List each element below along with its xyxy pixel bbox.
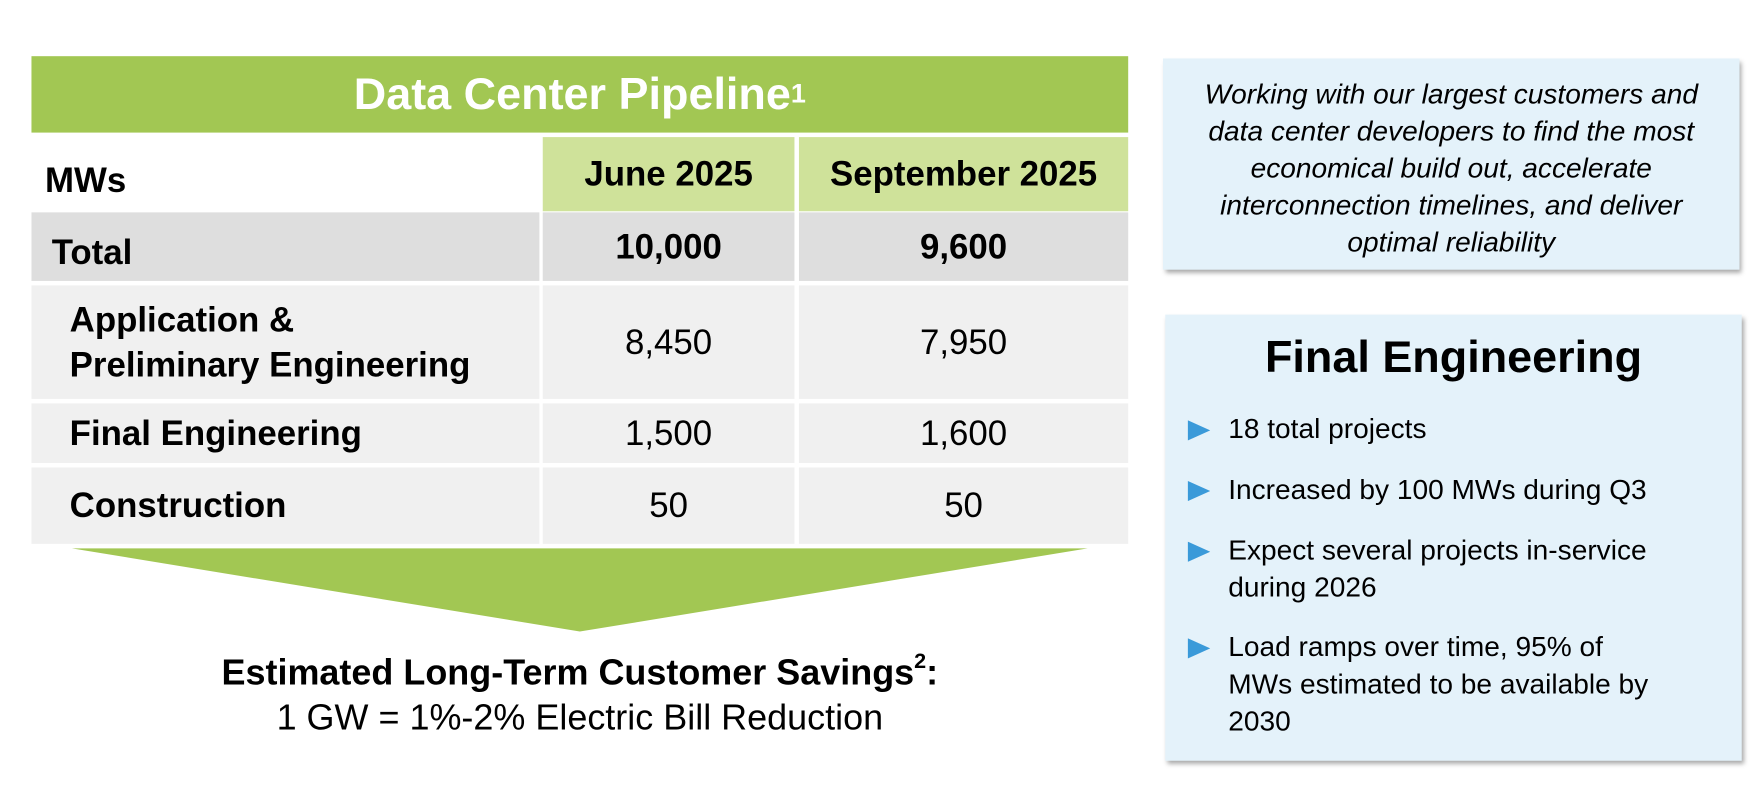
table-title-bar: Data Center Pipeline 1: [31, 56, 1129, 133]
savings: Estimated Long-Term Customer Savings2: 1…: [112, 649, 1047, 739]
box-title: Final Engineering: [1264, 332, 1643, 383]
funnel-arrow: [71, 548, 1088, 632]
savings-text: 1 GW = 1%-2% Electric Bill Reduction: [276, 696, 884, 738]
row-label-line: Construction: [69, 485, 287, 525]
row-label-line: Application &: [69, 299, 295, 339]
bullet-icon: [1187, 638, 1211, 659]
bullet-item: Load ramps over time, 95% of MWs estimat…: [1187, 629, 1660, 740]
footnote-marker: 2: [914, 650, 927, 674]
cell-value: 10,000: [542, 212, 795, 281]
savings-title-suffix: :: [926, 651, 939, 693]
header-cell: MWs: [44, 160, 127, 201]
bullet-text: Expect several projects in-service durin…: [1228, 534, 1647, 604]
row-label-line: Total: [51, 232, 133, 272]
bullet-icon: [1187, 420, 1211, 441]
bullet-item: Expect several projects in-service durin…: [1187, 533, 1660, 607]
bullet-text: 18 total projects: [1228, 413, 1427, 445]
savings-title: Estimated Long-Term Customer Savings2:: [112, 649, 1047, 694]
cell-value: 50: [798, 467, 1129, 544]
cell-value: 7,950: [798, 285, 1129, 399]
bullet-text: Load ramps over time, 95% of MWs estimat…: [1228, 631, 1649, 738]
header-cell: September 2025: [798, 137, 1129, 212]
cell-value: 1,600: [798, 403, 1129, 463]
header-cell: June 2025: [542, 137, 795, 212]
row-label: Construction: [31, 467, 540, 544]
row-label-line: Preliminary Engineering: [69, 344, 471, 384]
row-label: Final Engineering: [31, 403, 540, 463]
cell-value: 9,600: [798, 212, 1129, 281]
row-label: Total: [31, 212, 540, 281]
cell-value: 1,500: [542, 403, 795, 463]
quote-box: Working with our largest customers and d…: [1163, 58, 1740, 270]
bullet-icon: [1187, 541, 1211, 562]
table-title: Data Center Pipeline: [353, 69, 791, 119]
final-engineering-box: Final Engineering 18 total projects Incre…: [1165, 314, 1742, 761]
row-label: Application & Preliminary Engineering: [31, 285, 540, 399]
cell-value: 8,450: [542, 285, 795, 399]
bullet-icon: [1187, 480, 1211, 502]
bullet-item: Increased by 100 MWs during Q3: [1187, 472, 1660, 509]
bullet-item: 18 total projects: [1187, 411, 1660, 448]
cell-value: 50: [542, 467, 795, 544]
row-label-line: Final Engineering: [69, 412, 362, 453]
savings-title-text: Estimated Long-Term Customer Savings: [221, 651, 915, 693]
bullet-text: Increased by 100 MWs during Q3: [1228, 474, 1647, 506]
